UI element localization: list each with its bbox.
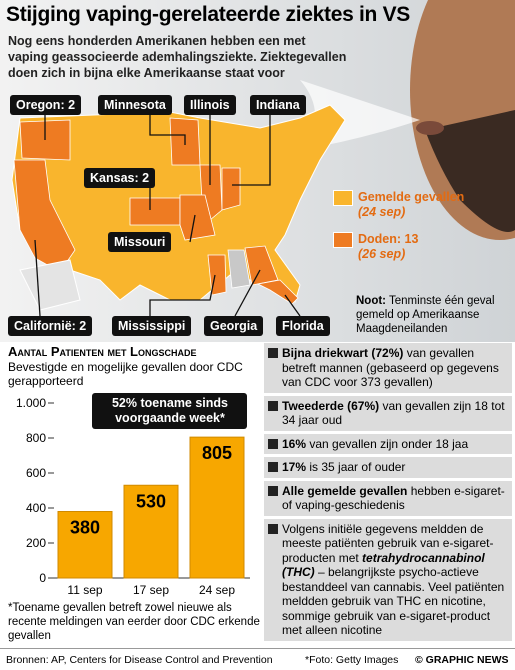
fact: Tweederde (67%) van gevallen zijn 18 tot… (264, 395, 512, 431)
fact: 16% van gevallen zijn onder 18 jaa (264, 433, 512, 454)
legend-text: Doden: 13 (26 sep) (358, 232, 418, 262)
fact-text: 16% (282, 436, 307, 451)
fact: Bijna driekwart (72%) van gevallen betre… (264, 343, 512, 393)
map-note: Noot: Tenminste één geval gemeld op Amer… (356, 294, 506, 336)
fact-text: Tweederde (67%) (282, 398, 380, 413)
chart-subtitle: Bevestigde en mogelijke gevallen door CD… (8, 360, 243, 388)
state-missouri (179, 194, 216, 241)
photo-credit: *Foto: Getty Images (305, 654, 399, 666)
chart-title: Aantal Patienten met Longschade (8, 344, 197, 359)
fact: Alle gemelde gevallen hebben e-sigaret- … (264, 480, 512, 516)
y-tick-label: 600 (26, 466, 46, 480)
beard (425, 110, 515, 232)
state-indiana (221, 167, 241, 211)
alaska (19, 259, 81, 311)
fact-text: van gevallen betreft mannen (gebaseerd o… (282, 346, 499, 389)
fact-text: is 35 jaar of ouder (306, 460, 406, 474)
sources: Bronnen: AP, Centers for Disease Control… (6, 654, 273, 666)
fact-text: – belangrijkste psycho-actieve bestandde… (282, 565, 505, 637)
states (13, 117, 299, 305)
title: Stijging vaping-gerelateerde ziektes in … (6, 3, 411, 26)
state-label: Oregon: 2 (10, 95, 82, 115)
y-tick-label: 200 (26, 536, 46, 550)
value-label: 805 (202, 443, 232, 463)
fact-text: van gevallen zijn 18 tot 34 jaar oud (282, 398, 505, 428)
bar (57, 511, 113, 579)
x-tick-label: 11 sep (67, 583, 102, 597)
state-label: Missouri (108, 232, 172, 252)
x-tick-label: 24 sep (199, 583, 235, 597)
lips (416, 121, 444, 135)
legend-date: (24 sep) (358, 205, 406, 219)
state-label: Georgia (204, 316, 264, 336)
fact-text: 17% (282, 460, 307, 474)
state-label: Mississippi (112, 316, 192, 336)
fact: 17% is 35 jaar of ouder (264, 457, 512, 478)
subtitle: Nog eens honderden Amerikanen hebben een… (8, 34, 347, 80)
y-tick-label: 1.000 (16, 396, 46, 410)
map-panel (0, 0, 515, 342)
legend-text: Gemelde gevallen (24 sep) (358, 190, 464, 220)
legend-item: Gemelde gevallen (24 sep) (333, 190, 464, 220)
connectors (34, 115, 301, 317)
fact-text: hebben e-sigaret- of vaping-geschiedenis (282, 483, 505, 513)
value-label: 530 (136, 491, 166, 511)
bar-chart: 0 200 400 600 800 1.000 380 11 sep 530 17 sep 805 2… (16, 393, 250, 597)
state-label: Illinois (184, 95, 236, 115)
annotation: 52% toename sinds voorgaande week* (111, 396, 228, 425)
state-label: Florida (276, 316, 330, 336)
fact-text: van gevallen zijn onder 18 jaa (306, 436, 469, 451)
legend-item: Doden: 13 (26 sep) (333, 232, 464, 262)
fact-text: Volgens initiële gegevens meldden de mee… (282, 521, 494, 565)
annotation-box (92, 393, 247, 429)
y-tick-label: 0 (39, 571, 46, 585)
bar (189, 436, 245, 579)
legend: Gemelde gevallen (24 sep) Doden: 13 (26 sep… (333, 190, 464, 274)
x-tick-label: 17 sep (133, 583, 169, 597)
legend-date: (26 sep) (358, 247, 406, 261)
legend-label: Gemelde gevallen (358, 190, 465, 204)
state-kansas (129, 197, 181, 226)
y-tick-label: 800 (26, 431, 46, 445)
legend-label: Doden: 13 (358, 232, 419, 246)
copyright: © GRAPHIC NEWS (415, 654, 509, 666)
legend-swatch (333, 232, 353, 248)
legend-swatch (333, 190, 353, 206)
state-label: Californië: 2 (8, 316, 93, 336)
state-label: Kansas: 2 (84, 168, 156, 188)
fact-text: Alle gemelde gevallen (282, 483, 408, 498)
fact-text: tetrahydrocannabinol (THC) (282, 550, 485, 580)
fact: Volgens initiële gegevens meldden de mee… (264, 518, 512, 641)
note-text: Tenminste één geval gemeld op Amerikaans… (356, 295, 495, 335)
state-florida (256, 279, 299, 305)
y-tick-label: 400 (26, 501, 46, 515)
value-label: 380 (70, 518, 100, 538)
bar (123, 484, 179, 579)
state-label: Minnesota (98, 95, 172, 115)
fact-text: Bijna driekwart (72%) (282, 346, 404, 360)
state-label: Indiana (250, 95, 306, 115)
footer: Bronnen: AP, Centers for Disease Control… (0, 648, 515, 670)
facts: Bijna driekwart (72%) van gevallen betre… (264, 343, 512, 641)
state-alabama (227, 249, 251, 289)
chart-note: *Toename gevallen betreft zowel nieuwe a… (8, 602, 260, 642)
note-bold: Noot: (356, 295, 387, 307)
